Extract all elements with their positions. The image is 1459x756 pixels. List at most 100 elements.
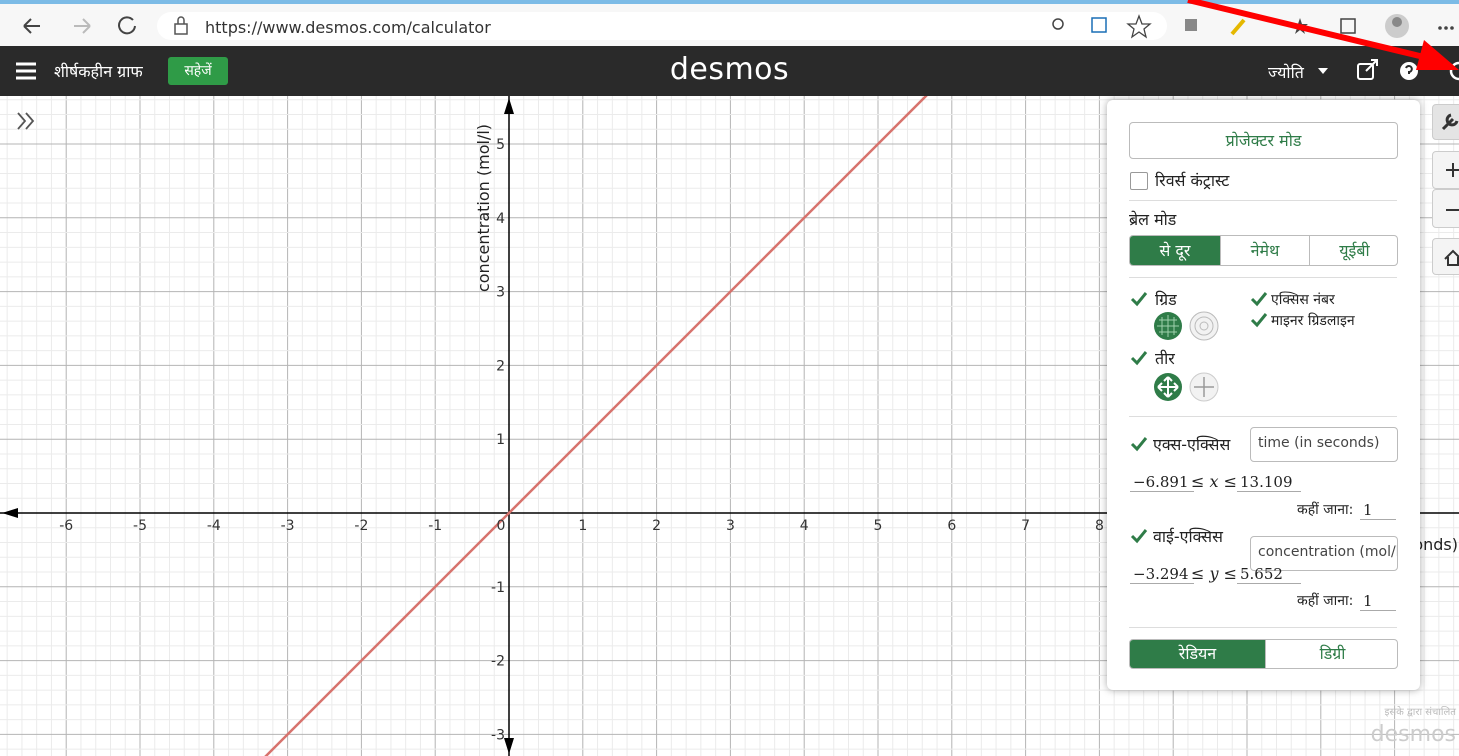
- x-axis-title: एक्स-एक्सिस: [1153, 435, 1231, 454]
- tick-labels: -6 -5 -4 -3 -2 -1 0 1 2 3 4 5 6 7 8 -3 -2 -1 1 2 3 4 5: [59, 137, 1104, 743]
- annotation: [1187, 0, 1459, 70]
- annotation-arrow-shaft: [1187, 0, 1429, 61]
- y-tick-label: -2: [491, 654, 505, 670]
- angle-mode-control: रेडियन डिग्री: [1129, 639, 1398, 669]
- x-tick-label: 4: [800, 518, 809, 534]
- address-field[interactable]: [157, 12, 1167, 40]
- watermark-logo: desmos: [1371, 722, 1456, 747]
- x-tick-label: 7: [1021, 518, 1030, 534]
- x-tick-label: 5: [874, 518, 883, 534]
- favorite-icon[interactable]: [1126, 14, 1152, 39]
- annotation-arrow-head: [1416, 40, 1459, 70]
- x-tick-label: -4: [207, 518, 221, 534]
- key-icon[interactable]: [1052, 18, 1064, 30]
- projector-mode-button[interactable]: प्रोजेक्टर मोड: [1129, 122, 1398, 159]
- x-axis-label-input[interactable]: time (in seconds): [1250, 427, 1398, 462]
- arrows-checkbox[interactable]: [1130, 349, 1148, 367]
- pen-icon[interactable]: [1230, 18, 1246, 36]
- check-icon: [1130, 351, 1148, 366]
- zoom-in-button[interactable]: [1432, 151, 1459, 189]
- axis-numbers-label: एक्सिस नंबर: [1271, 292, 1335, 308]
- braille-mode-control: से दूर नेमेथ यूईबी: [1129, 235, 1398, 266]
- angle-option[interactable]: डिग्री: [1265, 640, 1397, 668]
- menu-dot[interactable]: [1438, 26, 1442, 30]
- forward-icon[interactable]: [74, 18, 91, 34]
- y-tick-label: 3: [496, 285, 505, 301]
- y-range-relation: ≤ y ≤: [1191, 564, 1238, 583]
- polar-grid-glyph: [1194, 316, 1214, 336]
- y-axis-label: concentration (mol/l): [474, 124, 493, 292]
- y-tick-label: -3: [491, 727, 505, 743]
- check-icon: [1130, 292, 1148, 307]
- grid-type-icons: [1154, 311, 1219, 341]
- y-step-input[interactable]: 1: [1360, 592, 1396, 611]
- axis-numbers-checkbox[interactable]: [1250, 290, 1268, 308]
- braille-option[interactable]: से दूर: [1130, 236, 1220, 265]
- reverse-contrast-label: रिवर्स कंट्रास्ट: [1155, 171, 1230, 190]
- check-glyph: [1130, 292, 1148, 307]
- home-glyph: [1444, 249, 1459, 266]
- app-header: शीर्षकहीन ग्राफ सहेजें desmos ज्योति: [0, 46, 1459, 96]
- menu-dot[interactable]: [1444, 26, 1448, 30]
- braille-option[interactable]: नेमेथ: [1220, 236, 1309, 265]
- collections-icon[interactable]: [1340, 18, 1356, 34]
- user-menu[interactable]: ज्योति: [1268, 63, 1304, 82]
- minor-gridlines-label: माइनर ग्रिडलाइन: [1271, 313, 1355, 329]
- menu-icon[interactable]: [16, 62, 36, 80]
- x-tick-label: -6: [59, 518, 73, 534]
- expand-icon[interactable]: [17, 112, 35, 130]
- check-glyph: [1130, 351, 1148, 366]
- check-icon: [1250, 313, 1268, 328]
- settings-icon[interactable]: [1449, 61, 1459, 81]
- y-tick-label: 5: [496, 137, 505, 153]
- share-icon[interactable]: [1357, 63, 1374, 80]
- y-max-input[interactable]: 5.652: [1237, 565, 1301, 584]
- plotted-line: [264, 96, 928, 756]
- grid-checkbox[interactable]: [1130, 290, 1148, 308]
- x-min-input[interactable]: −6.891: [1130, 473, 1194, 492]
- save-button[interactable]: सहेजें: [168, 57, 228, 85]
- x-step-input[interactable]: 1: [1360, 501, 1396, 520]
- y-axis-label-input[interactable]: concentration (mol/l): [1250, 536, 1398, 571]
- wrench-glyph: [1441, 113, 1459, 131]
- settings-panel: प्रोजेक्टर मोड रिवर्स कंट्रास्ट ब्रेल मो…: [1107, 100, 1420, 690]
- check-icon: [1250, 292, 1268, 307]
- url[interactable]: https://www.desmos.com/calculator: [205, 18, 491, 37]
- y-tick-label: 1: [496, 432, 505, 448]
- x-max-input[interactable]: 13.109: [1237, 473, 1301, 492]
- extension-icon[interactable]: [1185, 19, 1197, 31]
- logo: desmos: [669, 52, 790, 87]
- x-tick-label: -3: [281, 518, 295, 534]
- x-tick-label: 6: [947, 518, 956, 534]
- reverse-contrast-checkbox[interactable]: [1130, 172, 1148, 190]
- lock-shackle: [177, 16, 185, 24]
- graph-title[interactable]: शीर्षकहीन ग्राफ: [54, 62, 143, 81]
- angle-option[interactable]: रेडियन: [1130, 640, 1265, 668]
- settings-tool-button[interactable]: [1432, 104, 1459, 140]
- x-tick-label: 1: [578, 518, 587, 534]
- x-tick-label: 3: [726, 518, 735, 534]
- dropdown-caret[interactable]: [1318, 68, 1328, 74]
- minor-gridlines-checkbox[interactable]: [1250, 311, 1268, 329]
- separator: [1129, 627, 1397, 628]
- polar-grid-icon[interactable]: [1189, 311, 1219, 341]
- y-axis-checkbox[interactable]: [1130, 527, 1148, 545]
- home-button[interactable]: [1432, 238, 1459, 275]
- x-axis-arrow: [2, 508, 18, 518]
- reload-icon[interactable]: [118, 16, 136, 35]
- y-min-input[interactable]: −3.294: [1130, 565, 1194, 584]
- back-icon[interactable]: [23, 18, 40, 34]
- plus-icon: [1446, 163, 1459, 177]
- check-glyph: [1250, 313, 1268, 328]
- zoom-out-button[interactable]: [1432, 189, 1459, 228]
- x-axis-checkbox[interactable]: [1130, 435, 1148, 453]
- menu-dot[interactable]: [1450, 26, 1454, 30]
- cartesian-grid-glyph: [1157, 315, 1179, 337]
- x-range-relation: ≤ x ≤: [1191, 472, 1238, 491]
- braille-option[interactable]: यूईबी: [1309, 236, 1397, 265]
- y-tick-label: 4: [496, 211, 505, 227]
- translate-icon[interactable]: [1091, 17, 1107, 33]
- y-step-label: कहीं जाना:: [1297, 593, 1354, 609]
- separator: [1129, 200, 1397, 201]
- separator: [1129, 277, 1397, 278]
